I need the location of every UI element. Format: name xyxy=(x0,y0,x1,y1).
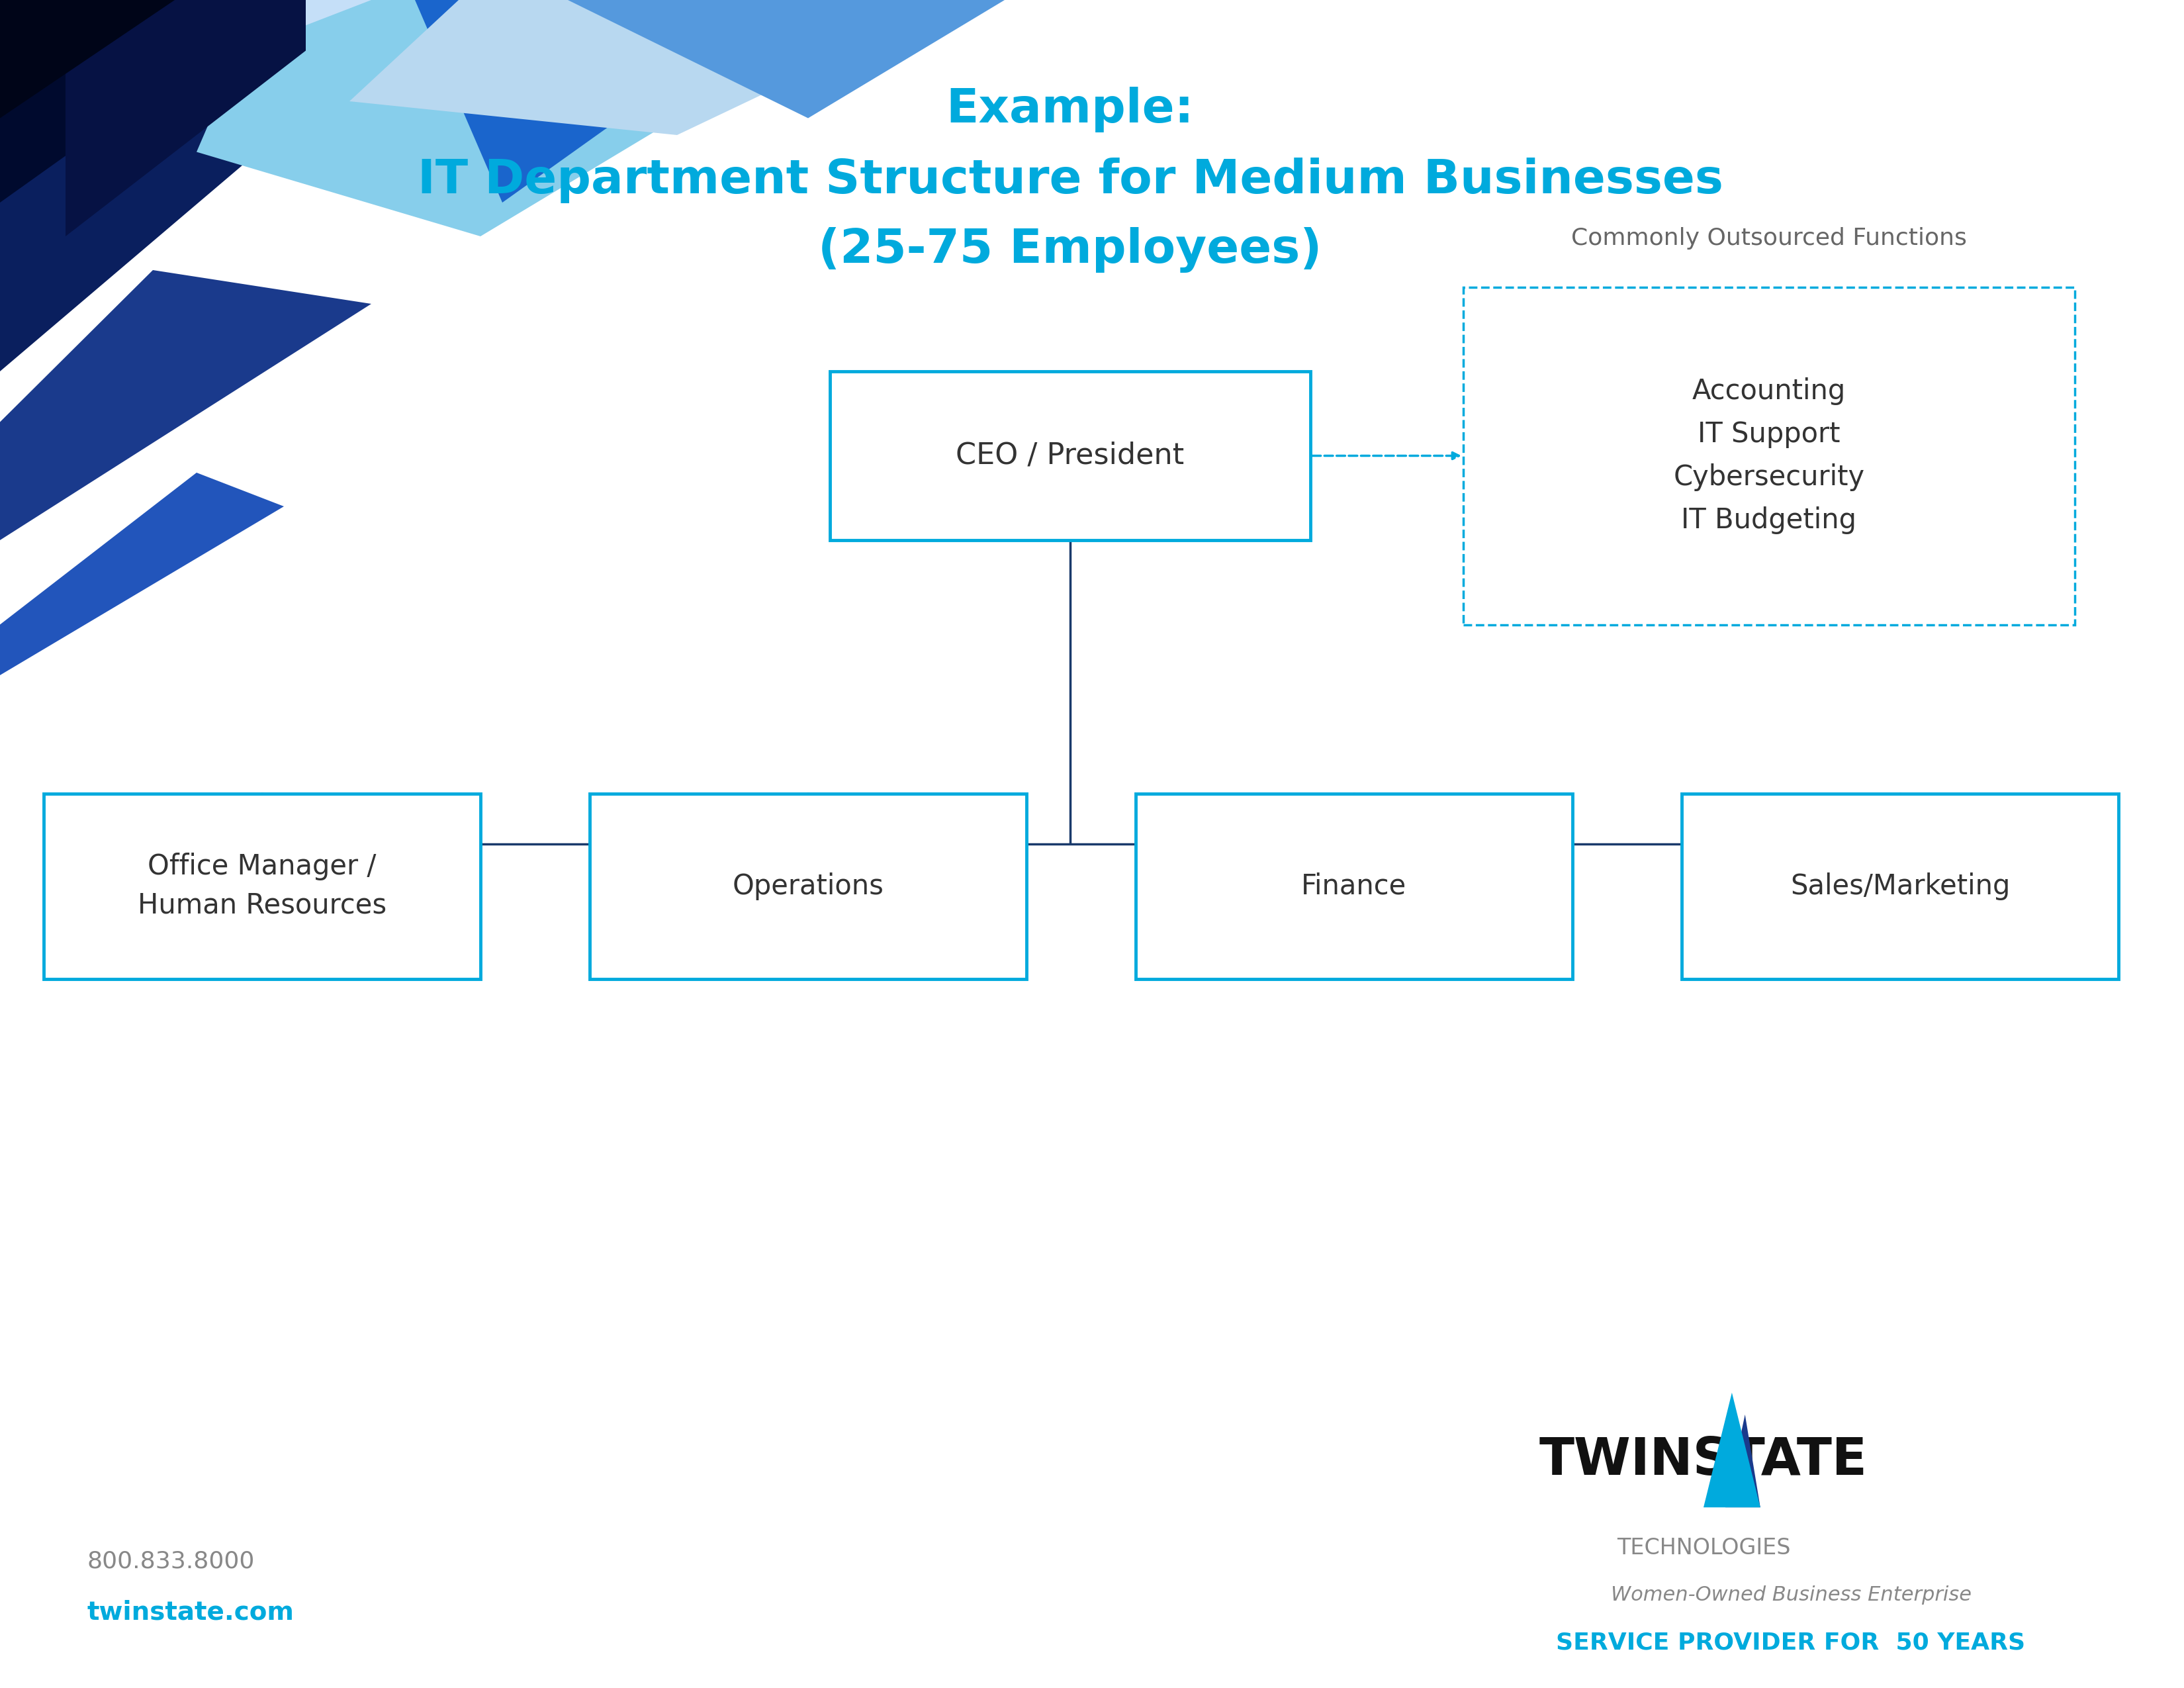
FancyBboxPatch shape xyxy=(830,371,1310,540)
FancyBboxPatch shape xyxy=(590,793,1026,979)
Polygon shape xyxy=(197,0,874,236)
Polygon shape xyxy=(0,0,437,371)
Text: Accounting
IT Support
Cybersecurity
IT Budgeting: Accounting IT Support Cybersecurity IT B… xyxy=(1673,376,1865,535)
FancyBboxPatch shape xyxy=(44,793,480,979)
Polygon shape xyxy=(568,0,1005,118)
Text: TECHNOLOGIES: TECHNOLOGIES xyxy=(1616,1538,1791,1558)
FancyBboxPatch shape xyxy=(1463,287,2075,625)
FancyBboxPatch shape xyxy=(1682,793,2118,979)
Polygon shape xyxy=(1704,1393,1760,1507)
Polygon shape xyxy=(415,0,786,203)
Text: Office Manager /
Human Resources: Office Manager / Human Resources xyxy=(138,852,387,920)
Text: Finance: Finance xyxy=(1302,873,1406,900)
Text: Example:: Example: xyxy=(946,86,1195,133)
Text: TWINSTATE: TWINSTATE xyxy=(1540,1435,1867,1485)
Polygon shape xyxy=(1725,1415,1760,1507)
FancyBboxPatch shape xyxy=(1136,793,1572,979)
Text: twinstate.com: twinstate.com xyxy=(87,1600,295,1624)
Text: (25-75 Employees): (25-75 Employees) xyxy=(819,226,1321,273)
Text: Operations: Operations xyxy=(732,873,885,900)
Polygon shape xyxy=(349,0,961,135)
Text: CEO / President: CEO / President xyxy=(957,442,1184,469)
Text: 800.833.8000: 800.833.8000 xyxy=(87,1550,256,1573)
Polygon shape xyxy=(0,473,284,675)
Text: Sales/Marketing: Sales/Marketing xyxy=(1791,873,2009,900)
Text: Women-Owned Business Enterprise: Women-Owned Business Enterprise xyxy=(1610,1585,1972,1605)
Text: Commonly Outsourced Functions: Commonly Outsourced Functions xyxy=(1570,228,1968,250)
Text: SERVICE PROVIDER FOR  50 YEARS: SERVICE PROVIDER FOR 50 YEARS xyxy=(1557,1631,2025,1654)
Polygon shape xyxy=(66,0,306,236)
Polygon shape xyxy=(0,0,175,118)
Polygon shape xyxy=(0,0,284,203)
Polygon shape xyxy=(0,270,371,540)
Polygon shape xyxy=(109,0,371,101)
Text: IT Department Structure for Medium Businesses: IT Department Structure for Medium Busin… xyxy=(417,157,1723,204)
